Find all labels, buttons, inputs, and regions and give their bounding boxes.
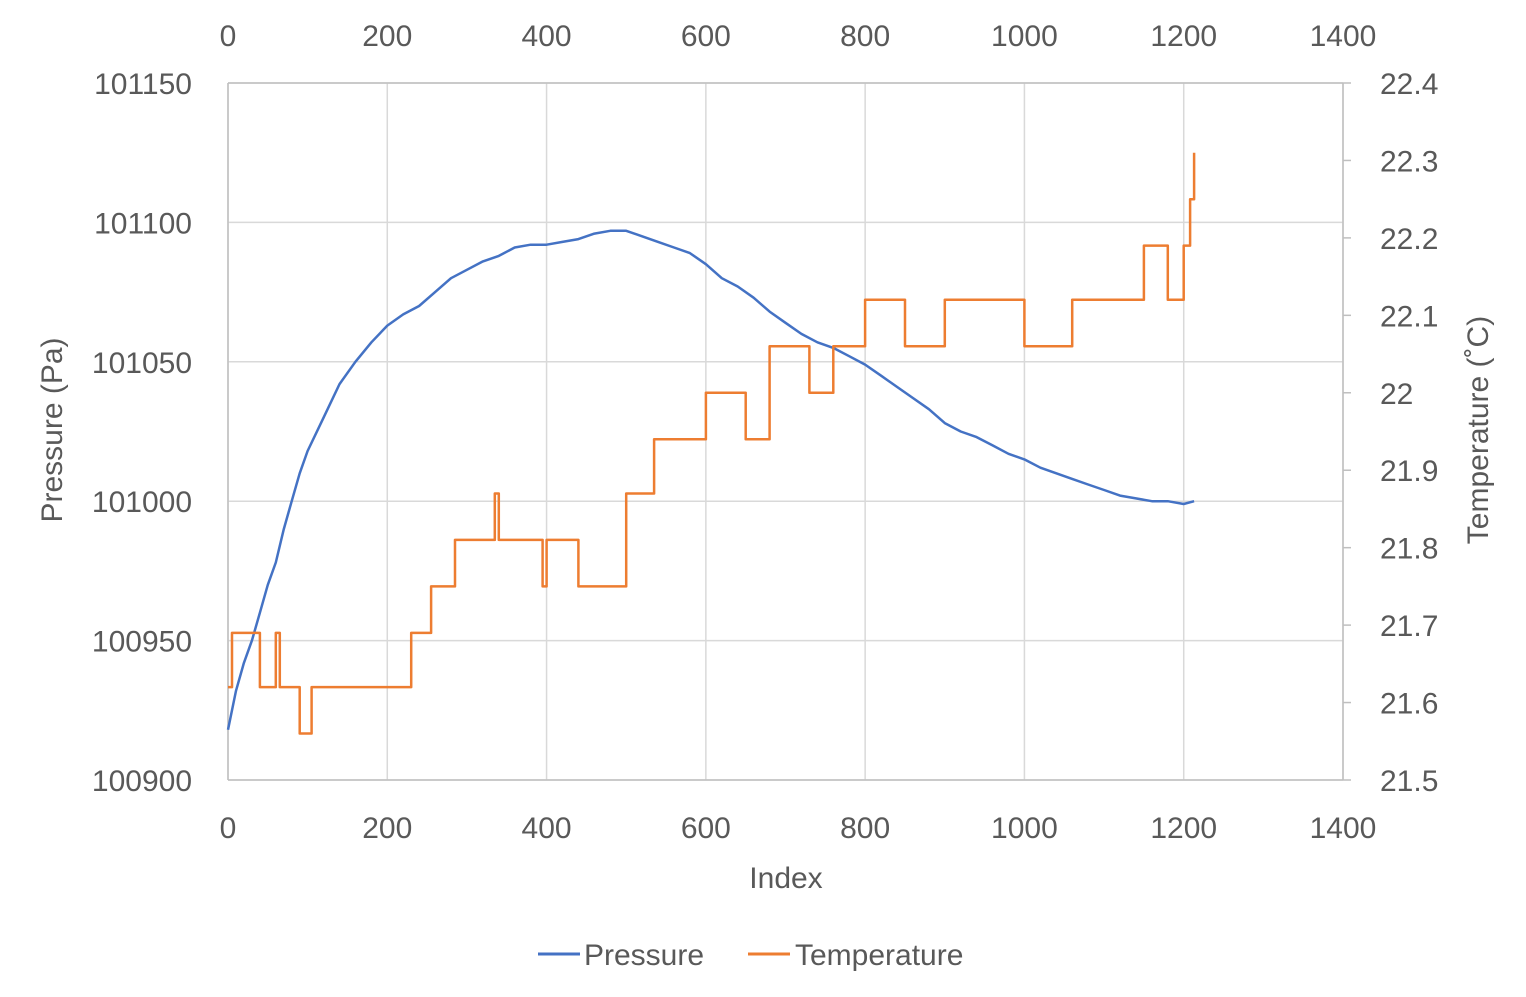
series-lines [226,152,1196,735]
y-right-tick-label: 22 [1380,378,1413,411]
y-left-tick-label: 101150 [94,68,192,101]
legend: Pressure Temperature [538,939,963,972]
y-right-tick-label: 21.6 [1380,688,1438,721]
axes [227,82,1351,781]
y-right-tick-label: 22.2 [1380,223,1438,256]
series-line-pressure [226,229,1195,731]
y-left-tick-label: 100950 [92,626,192,659]
x-secondary-tick-label: 200 [362,20,412,53]
legend-label-temperature: Temperature [795,939,963,972]
series-line-temperature [228,152,1196,735]
x-secondary-tick-label: 1200 [1150,20,1217,53]
y-right-tick-label: 22.4 [1380,68,1438,101]
x-secondary-tick-label: 0 [220,20,237,53]
legend-label-pressure: Pressure [584,939,704,972]
grid-lines [227,82,1344,781]
x-secondary-tick-label: 800 [840,20,890,53]
x-tick-label: 1200 [1150,812,1217,845]
x-tick-label: 200 [362,812,412,845]
tick-labels: 100900 100950 101000 101050 101100 101150 21.5… [92,20,1439,845]
x-tick-label: 1400 [1310,812,1377,845]
x-tick-label: 400 [522,812,572,845]
y-left-tick-label: 101000 [92,486,192,519]
x-tick-label: 0 [220,812,237,845]
y-axis-right-title: Temperature (˚C) [1462,316,1495,544]
y-right-tick-label: 21.7 [1380,610,1438,643]
y-axis-left-title: Pressure (Pa) [36,337,69,522]
x-axis-title: Index [749,862,822,895]
y-left-tick-label: 100900 [92,765,192,798]
x-tick-label: 800 [840,812,890,845]
x-secondary-tick-label: 400 [522,20,572,53]
y-left-tick-label: 101050 [92,347,192,380]
x-tick-label: 600 [681,812,731,845]
x-secondary-tick-label: 1000 [991,20,1058,53]
y-right-tick-label: 21.8 [1380,533,1438,566]
y-right-tick-label: 21.5 [1380,765,1438,798]
x-tick-label: 1000 [991,812,1058,845]
x-secondary-tick-label: 600 [681,20,731,53]
y-right-tick-label: 21.9 [1380,455,1438,488]
y-right-tick-label: 22.1 [1380,300,1438,333]
y-right-tick-label: 22.3 [1380,145,1438,178]
x-secondary-tick-label: 1400 [1310,20,1377,53]
y-left-tick-label: 101100 [94,207,192,240]
